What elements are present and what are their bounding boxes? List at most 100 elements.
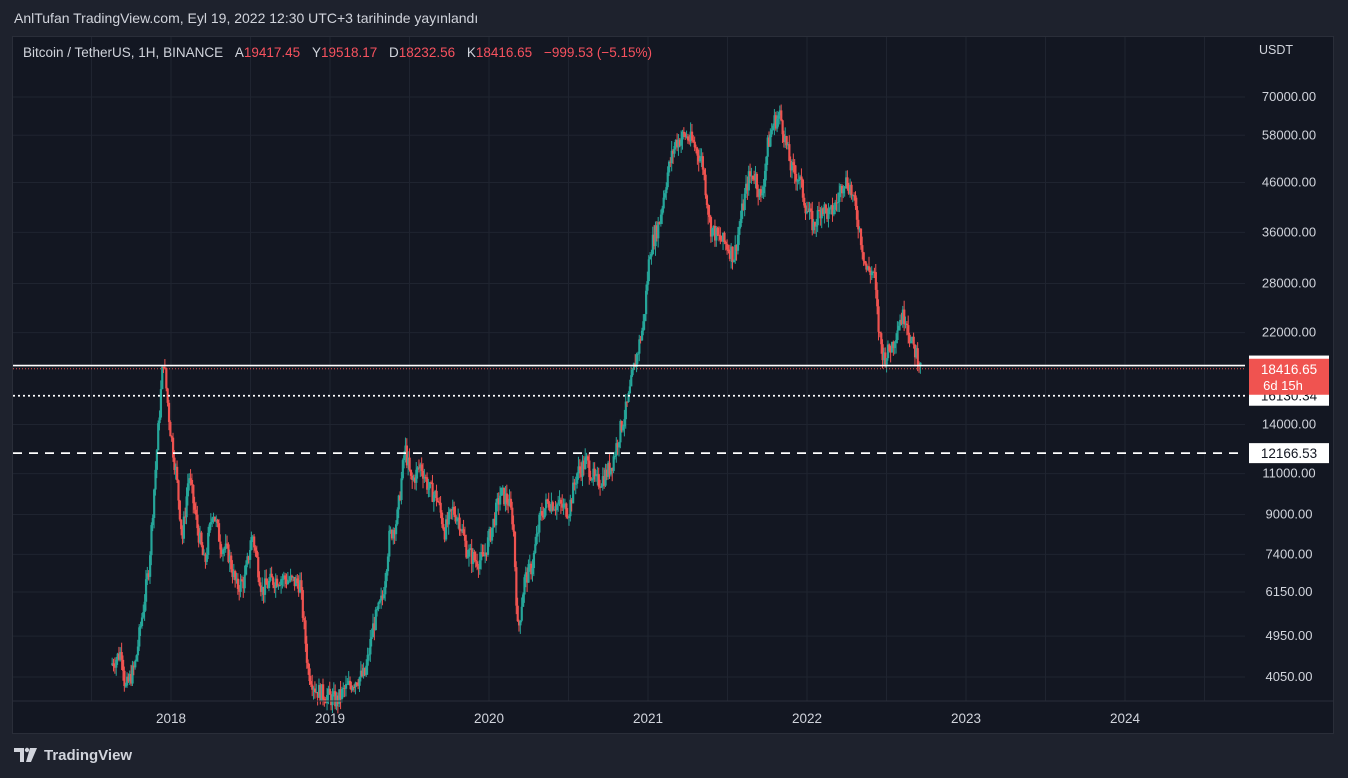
candle-body xyxy=(289,575,292,581)
candle-body xyxy=(405,445,408,466)
candle-body xyxy=(605,469,609,477)
candle-body xyxy=(169,421,172,437)
footer-brand[interactable]: TradingView xyxy=(14,746,132,764)
candle-body xyxy=(528,563,531,565)
candle-body xyxy=(901,309,904,324)
candle-body xyxy=(232,571,236,578)
candle-body xyxy=(431,482,434,502)
candle-body xyxy=(377,602,380,610)
candle-body xyxy=(707,205,710,215)
candle-body xyxy=(797,179,800,181)
candle-body xyxy=(297,583,300,593)
candle-body xyxy=(842,188,845,194)
candle-body xyxy=(530,563,533,575)
candle-body xyxy=(697,155,700,162)
candle-body xyxy=(770,129,773,135)
candle-body xyxy=(151,518,154,526)
candle-body xyxy=(116,653,119,660)
y-tick-label: 28000.00 xyxy=(1262,275,1316,290)
candle-body xyxy=(370,637,373,639)
candle-body xyxy=(234,571,237,581)
candle-body xyxy=(724,242,727,244)
candle-body xyxy=(313,688,317,693)
candle-body xyxy=(651,234,654,255)
candle-body xyxy=(316,692,319,698)
candle-body xyxy=(649,256,652,260)
candle-body xyxy=(732,260,736,263)
candle-body xyxy=(447,511,450,525)
candle-body xyxy=(307,662,310,669)
candle-body xyxy=(854,195,857,206)
candle-body xyxy=(862,252,865,262)
candle-body xyxy=(603,476,606,486)
candle-body xyxy=(657,222,660,239)
candle-body xyxy=(465,540,468,558)
candle-body xyxy=(162,366,165,368)
candle-body xyxy=(919,362,922,366)
candle-body xyxy=(331,694,334,706)
candle-body xyxy=(631,369,634,376)
candle-body xyxy=(576,473,579,484)
current-price-tag xyxy=(1249,358,1329,395)
candle-body xyxy=(131,665,134,684)
candle-body xyxy=(343,688,346,690)
candle-body xyxy=(505,493,509,503)
candle-body xyxy=(350,685,353,691)
candle-body xyxy=(670,150,673,163)
candle-body xyxy=(278,585,281,587)
candle-body xyxy=(788,144,791,161)
candle-body xyxy=(359,670,363,678)
candle-body xyxy=(826,208,829,219)
candle-body xyxy=(300,580,303,591)
candle-body xyxy=(584,457,587,469)
candle-body xyxy=(336,695,340,704)
y-tick-label: 70000.00 xyxy=(1262,89,1316,104)
low-label: D xyxy=(389,45,399,60)
candle-body xyxy=(847,188,850,194)
y-tick-label: 46000.00 xyxy=(1262,174,1316,189)
candle-body xyxy=(344,684,348,689)
candle-body xyxy=(535,533,538,545)
candle-body xyxy=(803,197,806,206)
candle-body xyxy=(481,552,484,555)
candle-body xyxy=(469,548,472,550)
candle-body xyxy=(589,477,592,480)
candle-body xyxy=(261,586,264,592)
tradingview-logo-icon xyxy=(14,747,37,762)
candles xyxy=(111,104,922,714)
candle-body xyxy=(696,148,699,156)
candle-body xyxy=(738,226,741,235)
candle-body xyxy=(374,609,377,631)
candle-body xyxy=(220,549,223,554)
candle-body xyxy=(150,525,153,556)
candle-body xyxy=(661,208,664,215)
candle-body xyxy=(640,330,644,341)
candle-body xyxy=(889,350,892,353)
candle-body xyxy=(828,208,832,210)
y-tick-label: 58000.00 xyxy=(1262,127,1316,142)
candle-body xyxy=(111,663,114,665)
candle-body xyxy=(772,125,775,130)
candle-body xyxy=(524,572,527,578)
candle-body xyxy=(792,162,795,166)
candle-body xyxy=(717,234,721,236)
candle-body xyxy=(538,514,541,533)
candle-body xyxy=(308,668,311,682)
candle-body xyxy=(776,118,779,129)
candle-body xyxy=(239,579,242,592)
candle-body xyxy=(632,363,636,370)
level-price-tag xyxy=(1249,443,1329,464)
candle-body xyxy=(490,527,494,541)
candle-body xyxy=(389,529,392,531)
candle-body xyxy=(834,202,837,210)
candle-body xyxy=(139,626,142,628)
x-tick-label: 2023 xyxy=(951,711,981,726)
candle-body xyxy=(558,499,561,504)
candle-body xyxy=(219,541,222,550)
close-label: K xyxy=(466,45,476,60)
candle-body xyxy=(154,469,157,490)
candle-body xyxy=(184,516,187,518)
x-tick-label: 2022 xyxy=(792,711,822,726)
